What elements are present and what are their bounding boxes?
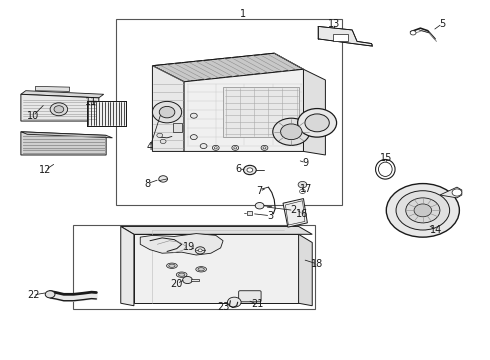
Circle shape [244, 165, 256, 175]
Polygon shape [35, 86, 70, 91]
Polygon shape [152, 53, 303, 82]
Circle shape [159, 176, 168, 182]
Text: 21: 21 [251, 299, 263, 309]
Polygon shape [121, 226, 134, 306]
Bar [116, 19, 343, 205]
Circle shape [227, 297, 241, 307]
Polygon shape [21, 132, 106, 155]
Ellipse shape [167, 263, 177, 269]
Circle shape [214, 147, 217, 149]
Circle shape [414, 204, 432, 217]
Circle shape [45, 291, 55, 298]
Bar [192, 279, 199, 282]
Circle shape [50, 103, 68, 116]
Text: 14: 14 [430, 225, 442, 235]
Text: 5: 5 [439, 18, 445, 28]
Text: 2: 2 [291, 205, 297, 215]
Ellipse shape [196, 267, 206, 272]
Circle shape [54, 106, 64, 113]
Circle shape [299, 189, 305, 194]
Circle shape [273, 118, 310, 145]
Polygon shape [283, 199, 307, 227]
Polygon shape [134, 234, 298, 303]
Circle shape [297, 109, 337, 137]
Circle shape [281, 124, 302, 140]
Circle shape [212, 145, 219, 150]
Circle shape [160, 139, 166, 144]
Text: 20: 20 [171, 279, 183, 289]
Polygon shape [440, 187, 462, 198]
Polygon shape [318, 26, 372, 46]
Text: 11: 11 [85, 97, 98, 107]
Circle shape [410, 31, 416, 35]
Polygon shape [298, 234, 312, 306]
Polygon shape [184, 69, 303, 152]
Text: 7: 7 [256, 186, 263, 197]
Text: 4: 4 [147, 142, 153, 152]
Text: 12: 12 [39, 165, 51, 175]
Bar [247, 211, 252, 215]
Text: 8: 8 [145, 179, 150, 189]
Circle shape [406, 198, 440, 223]
Text: 18: 18 [311, 259, 323, 269]
Bar [223, 87, 298, 137]
Circle shape [152, 102, 182, 123]
Circle shape [452, 189, 462, 196]
Bar [333, 34, 348, 41]
Polygon shape [152, 66, 184, 152]
Circle shape [261, 145, 268, 150]
Circle shape [232, 145, 239, 150]
Circle shape [191, 135, 197, 140]
Circle shape [386, 184, 460, 237]
Circle shape [191, 113, 197, 118]
Text: 10: 10 [27, 111, 39, 121]
Circle shape [396, 191, 450, 230]
Text: 1: 1 [240, 9, 245, 19]
Ellipse shape [169, 264, 175, 267]
Polygon shape [21, 94, 99, 121]
Text: 17: 17 [300, 184, 312, 194]
Text: 16: 16 [296, 209, 309, 219]
Text: 19: 19 [183, 242, 195, 252]
Text: 3: 3 [267, 211, 273, 221]
Circle shape [263, 147, 266, 149]
Circle shape [198, 249, 202, 252]
Circle shape [200, 144, 207, 149]
Circle shape [183, 276, 193, 284]
Circle shape [234, 147, 237, 149]
Polygon shape [303, 69, 325, 155]
Circle shape [305, 114, 329, 132]
Polygon shape [21, 132, 113, 138]
Polygon shape [140, 234, 223, 255]
Circle shape [255, 203, 264, 209]
Text: 22: 22 [27, 290, 39, 300]
Text: 6: 6 [236, 164, 242, 174]
FancyBboxPatch shape [239, 291, 261, 302]
Text: 15: 15 [380, 153, 392, 163]
Text: 23: 23 [217, 302, 229, 312]
Ellipse shape [178, 273, 185, 276]
Circle shape [298, 181, 307, 188]
Circle shape [159, 107, 175, 118]
Text: 13: 13 [327, 18, 340, 28]
Ellipse shape [198, 268, 204, 271]
Bar [173, 123, 182, 132]
Circle shape [157, 133, 163, 138]
Polygon shape [121, 226, 312, 234]
Circle shape [247, 168, 253, 172]
Ellipse shape [176, 272, 187, 277]
Polygon shape [21, 91, 104, 98]
Polygon shape [87, 102, 125, 126]
Text: 9: 9 [303, 158, 309, 168]
Bar [74, 225, 315, 309]
Circle shape [196, 247, 205, 254]
